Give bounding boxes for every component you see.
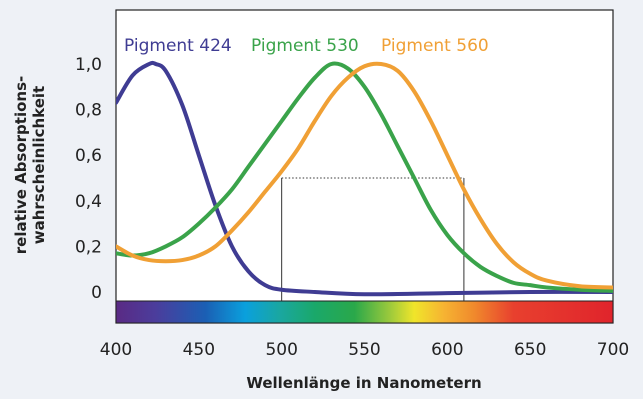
series-line-pigment-560 bbox=[116, 61, 613, 290]
x-tick-label: 450 bbox=[183, 340, 215, 360]
x-axis-title: Wellenlänge in Nanometern bbox=[246, 374, 481, 392]
y-axis-title-line-2: wahrscheinlichkeit bbox=[30, 86, 48, 244]
guide-lines bbox=[281, 177, 465, 301]
y-tick-label: 1,0 bbox=[75, 55, 102, 75]
spectrum-bar bbox=[115, 300, 614, 324]
x-tick-label: 700 bbox=[597, 340, 629, 360]
plot-area bbox=[115, 9, 614, 324]
y-tick-label: 0,4 bbox=[75, 192, 102, 212]
series-layer bbox=[116, 60, 613, 297]
legend-label-pigment-424: Pigment 424 bbox=[124, 36, 232, 56]
x-axis-ticks: 400 450 500 550 600 650 700 bbox=[100, 340, 629, 360]
x-tick-label: 550 bbox=[348, 340, 380, 360]
legend-label-pigment-530: Pigment 530 bbox=[251, 36, 359, 56]
y-axis-ticks: 0 0,2 0,4 0,6 0,8 1,0 bbox=[75, 55, 102, 303]
x-tick-label: 500 bbox=[265, 340, 297, 360]
y-tick-label: 0 bbox=[91, 283, 102, 303]
y-tick-label: 0,6 bbox=[75, 146, 102, 166]
y-axis-title-line-1: relative Absorptions- bbox=[12, 76, 30, 254]
x-tick-label: 400 bbox=[100, 340, 132, 360]
series-line-pigment-424 bbox=[116, 60, 613, 297]
x-tick-label: 600 bbox=[431, 340, 463, 360]
x-tick-label: 650 bbox=[514, 340, 546, 360]
series-line-pigment-530 bbox=[116, 61, 613, 293]
legend-label-pigment-560: Pigment 560 bbox=[381, 36, 489, 56]
y-tick-label: 0,8 bbox=[75, 101, 102, 121]
legend: Pigment 424 Pigment 530 Pigment 560 bbox=[124, 36, 489, 56]
y-tick-label: 0,2 bbox=[75, 237, 102, 257]
